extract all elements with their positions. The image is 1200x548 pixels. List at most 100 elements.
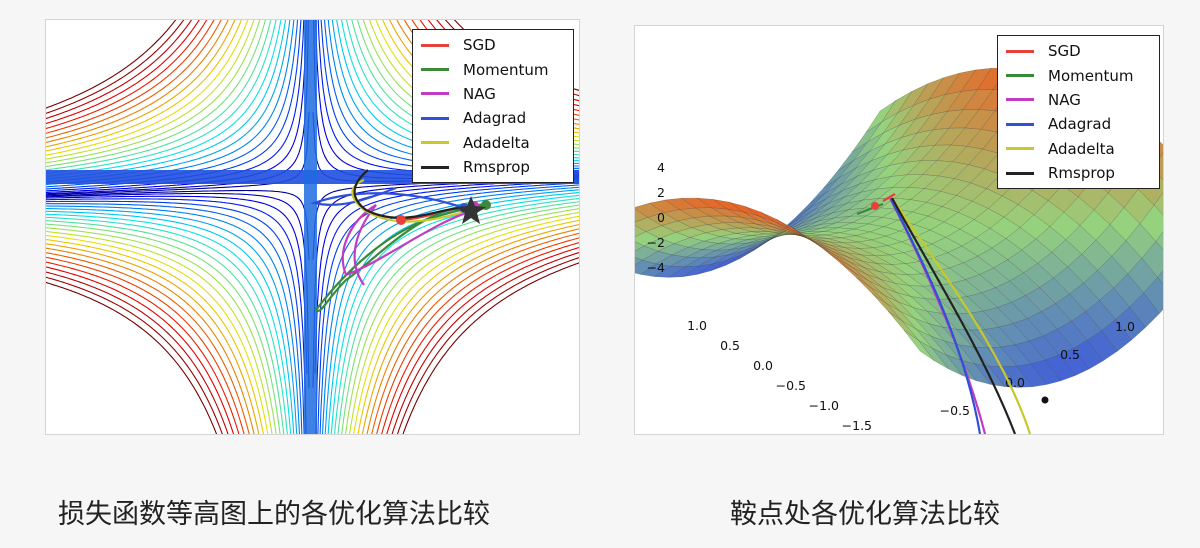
contour-line: [46, 252, 250, 434]
contour-legend-item: Adagrad: [421, 106, 567, 130]
contour-line: [321, 186, 579, 434]
contour-legend-item: NAG: [421, 82, 567, 106]
z-tick-label: 2: [657, 185, 665, 200]
contour-line: [315, 180, 579, 434]
legend-swatch: [421, 165, 449, 169]
saddle-legend-item: Momentum: [1006, 63, 1153, 87]
contour-legend-item: Momentum: [421, 57, 567, 81]
legend-swatch: [421, 141, 449, 145]
contour-line: [334, 197, 579, 434]
contour-line: [371, 232, 579, 434]
legend-label: SGD: [1048, 42, 1081, 61]
contour-line: [46, 256, 245, 434]
contour-line: [46, 112, 310, 196]
contour-line: [46, 223, 281, 434]
legend-swatch: [421, 68, 449, 72]
legend-label: Adagrad: [1048, 115, 1112, 134]
contour-line: [46, 276, 223, 434]
contour-line: [46, 247, 255, 434]
surface-patch: [635, 241, 645, 252]
contour-legend-item: SGD: [421, 33, 567, 57]
contour-line: [46, 20, 282, 177]
contour-line: [46, 195, 308, 375]
legend-swatch: [1006, 122, 1034, 126]
saddle-legend-item: Adagrad: [1006, 112, 1153, 136]
legend-swatch: [421, 92, 449, 96]
saddle-path-sgd: [882, 193, 896, 202]
contour-line: [46, 243, 260, 434]
contour-line: [46, 189, 310, 261]
contour-line: [46, 208, 298, 434]
legend-label: Momentum: [463, 60, 549, 79]
contour-line: [391, 251, 579, 434]
contour-line: [396, 257, 579, 434]
saddle-legend-item: Adadelta: [1006, 137, 1153, 161]
y-tick-label: 0.5: [1060, 347, 1080, 362]
legend-swatch: [421, 43, 449, 47]
contour-line: [46, 271, 229, 434]
legend-label: Momentum: [1048, 66, 1134, 85]
surface-patch: [635, 208, 649, 223]
contour-line: [46, 20, 305, 192]
contour-line: [46, 234, 269, 434]
contour-line: [381, 242, 579, 434]
contour-line: [361, 224, 579, 434]
contour-line: [348, 211, 579, 434]
saddle-legend-item: NAG: [1006, 88, 1153, 112]
contour-line: [46, 20, 242, 152]
contour-line: [46, 216, 288, 434]
contour-line: [46, 20, 215, 134]
contour-line: [46, 20, 185, 114]
legend-label: Adadelta: [463, 133, 530, 152]
contour-line: [366, 228, 579, 434]
saddle-path-marker: [1041, 396, 1049, 404]
contour-line: [46, 20, 266, 168]
contour-line: [337, 201, 579, 434]
x-tick-label: −0.5: [776, 378, 806, 393]
contour-line: [357, 219, 579, 434]
legend-label: SGD: [463, 36, 496, 55]
saddle-chart-panel: 4 2 0 −2 −4 1.0 0.5 0.0 −0.5 −1.0 −1.5 1.0 0.5 0.0 −0.…: [634, 25, 1164, 435]
contour-line: [46, 261, 240, 434]
contour-line: [46, 20, 222, 139]
optimizer-paths: [309, 169, 487, 313]
contour-line: [46, 20, 200, 125]
contour-line: [46, 220, 285, 434]
contour-legend: SGD Momentum NAG Adagrad Adadelta Rmsprop: [412, 29, 574, 184]
contour-legend-item: Adadelta: [421, 131, 567, 155]
contour-line: [376, 237, 579, 434]
contour-line: [341, 204, 579, 434]
saddle-start-marker: [871, 202, 879, 210]
legend-label: Adadelta: [1048, 139, 1115, 158]
contour-line: [46, 20, 272, 171]
contour-line: [46, 20, 277, 174]
legend-swatch: [421, 116, 449, 120]
valley-band-vertical: [304, 20, 317, 434]
contour-line: [46, 281, 218, 434]
z-tick-label: 0: [657, 210, 665, 225]
legend-swatch: [1006, 98, 1034, 102]
legend-label: Rmsprop: [463, 158, 530, 177]
saddle-path-rmsprop: [891, 197, 1017, 434]
legend-label: NAG: [1048, 90, 1081, 109]
surface-patch: [1157, 270, 1163, 285]
contour-line: [46, 20, 193, 120]
contour-line: [46, 205, 300, 434]
start-star-marker: [456, 196, 486, 224]
saddle-path-adagrad: [890, 198, 982, 434]
path-endpoint-marker: [396, 215, 406, 225]
x-tick-label: −1.0: [809, 398, 839, 413]
contour-line: [46, 20, 177, 109]
legend-swatch: [1006, 147, 1034, 151]
contour-line: [46, 198, 307, 434]
contour-line: [324, 189, 579, 434]
contour-caption: 损失函数等高图上的各优化算法比较: [58, 499, 490, 530]
contour-line: [46, 210, 295, 434]
contour-line: [46, 200, 305, 434]
contour-line: [46, 203, 303, 434]
y-tick-label: −0.5: [940, 403, 970, 418]
contour-line: [46, 20, 208, 130]
contour-legend-item: Rmsprop: [421, 155, 567, 179]
saddle-legend-item: Rmsprop: [1006, 161, 1153, 185]
contour-line: [46, 20, 249, 156]
